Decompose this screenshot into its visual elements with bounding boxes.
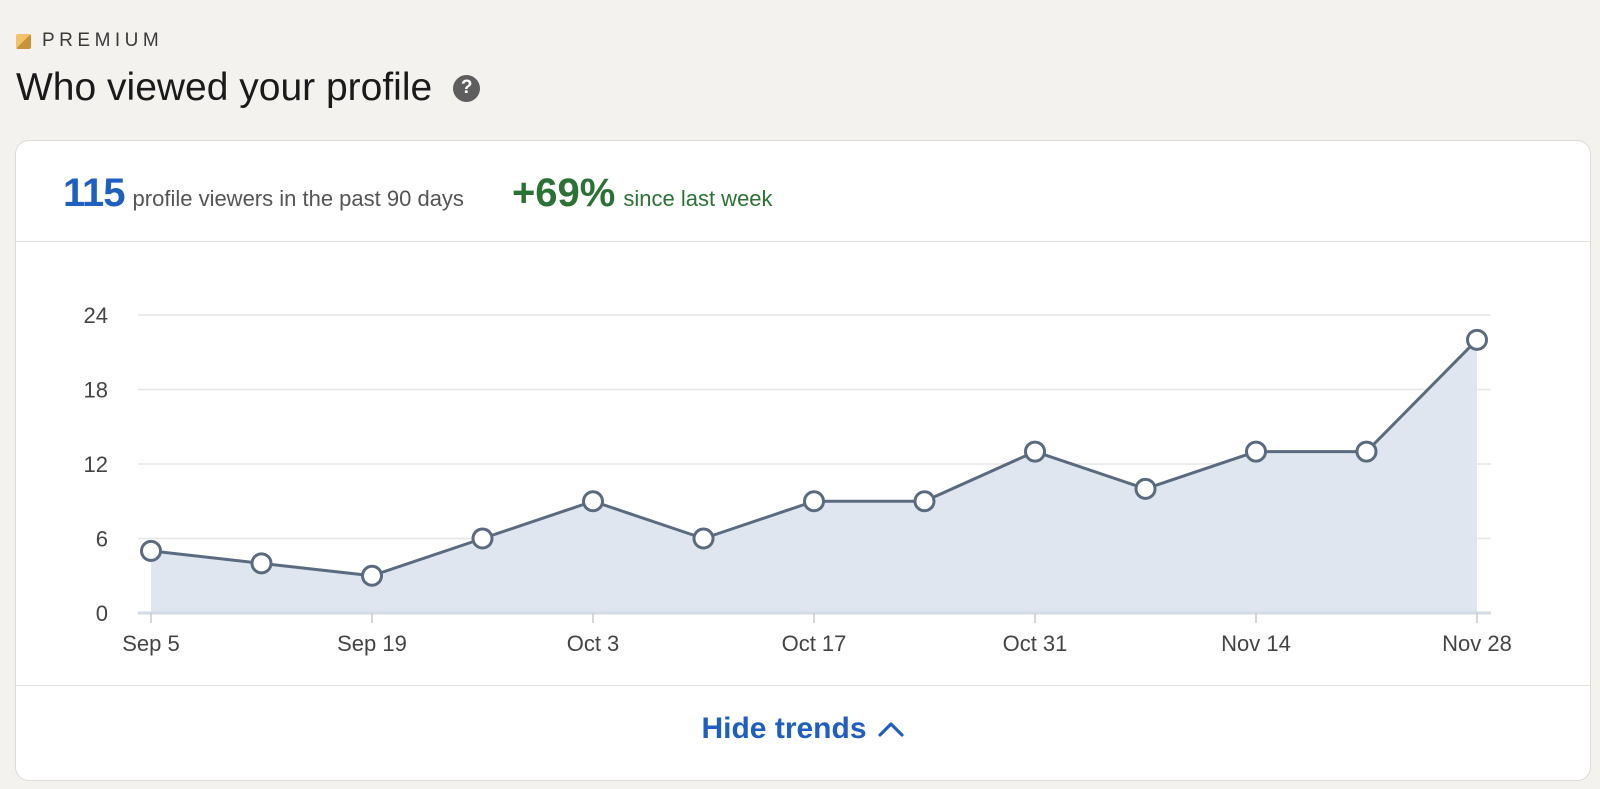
- chart-divider: [16, 685, 1590, 686]
- stats-divider: [16, 241, 1590, 242]
- change-label: since last week: [623, 186, 773, 211]
- data-point: [140, 539, 162, 562]
- viewer-count: 115: [63, 171, 126, 215]
- y-tick-label: 0: [96, 601, 108, 626]
- x-tick-label: Nov 28: [1442, 631, 1512, 656]
- premium-badge-icon: [16, 33, 31, 49]
- data-point: [582, 490, 604, 513]
- data-point: [1134, 477, 1157, 500]
- x-tick-label: Oct 17: [782, 631, 847, 656]
- hide-trends-label: Hide trends: [701, 712, 867, 745]
- page-title: Who viewed your profile: [16, 66, 433, 109]
- data-point: [1466, 328, 1488, 351]
- data-point: [361, 564, 383, 587]
- data-point: [250, 552, 273, 575]
- data-point: [913, 490, 936, 513]
- data-point: [803, 490, 825, 513]
- premium-header: PREMIUM: [16, 30, 164, 51]
- hide-trends-button[interactable]: Hide trends: [16, 699, 1590, 759]
- data-point: [1245, 440, 1267, 463]
- x-tick-label: Sep 19: [337, 631, 407, 656]
- y-tick-label: 18: [84, 378, 108, 403]
- chevron-up-icon: [877, 720, 905, 738]
- x-tick-label: Oct 31: [1003, 631, 1068, 656]
- data-point: [1024, 440, 1046, 463]
- y-tick-label: 12: [84, 452, 108, 477]
- chart-points: [140, 328, 1488, 587]
- x-tick-label: Nov 14: [1221, 631, 1291, 656]
- stats-row: 115 profile viewers in the past 90 days …: [63, 171, 773, 221]
- data-point: [471, 527, 494, 550]
- y-axis-ticks: 0 6 12 18 24: [84, 303, 108, 626]
- y-tick-label: 6: [96, 527, 108, 552]
- y-tick-label: 24: [84, 303, 108, 328]
- x-tick-label: Oct 3: [567, 631, 620, 656]
- profile-views-chart: 0 6 12 18 24 Sep 5 Sep 19 Oct 3 Oct 17 Oct 31 Nov…: [84, 303, 1512, 656]
- help-icon[interactable]: ?: [453, 74, 481, 102]
- viewer-count-label: profile viewers in the past 90 days: [132, 186, 464, 211]
- x-axis-ticks: Sep 5 Sep 19 Oct 3 Oct 17 Oct 31 Nov 14 Nov 28: [122, 613, 1512, 656]
- premium-label: PREMIUM: [42, 30, 164, 51]
- data-point: [1355, 440, 1378, 463]
- x-tick-label: Sep 5: [122, 631, 180, 656]
- data-point: [692, 527, 715, 550]
- page-title-row: Who viewed your profile ?: [16, 64, 481, 112]
- change-percent: +69%: [511, 171, 616, 215]
- profile-views-card: 115 profile viewers in the past 90 days …: [15, 140, 1591, 781]
